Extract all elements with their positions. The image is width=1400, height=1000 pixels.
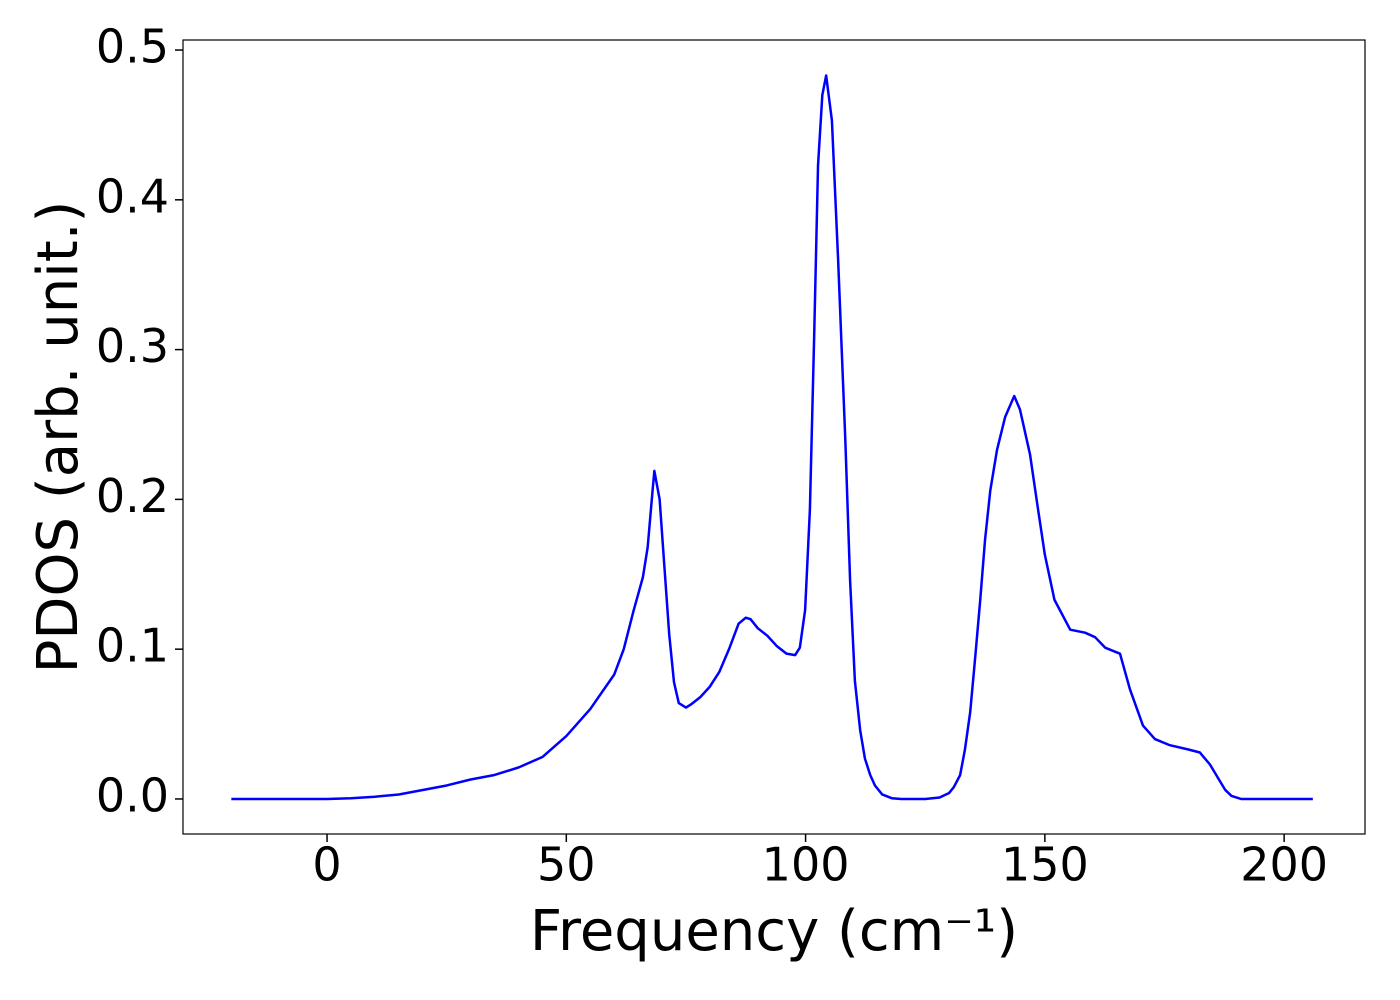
y-axis-label: PDOS (arb. unit.) xyxy=(26,201,91,674)
x-axis-label: Frequency (cm⁻¹) xyxy=(530,899,1018,964)
y-tick-label: 0.5 xyxy=(96,20,169,74)
x-tick-label: 150 xyxy=(1001,838,1089,892)
x-tick-label: 50 xyxy=(537,838,596,892)
x-tick-label: 100 xyxy=(762,838,850,892)
data-line xyxy=(231,74,1313,801)
y-tick-label: 0.0 xyxy=(96,768,169,822)
plot-frame xyxy=(182,39,1366,835)
y-tick-label: 0.4 xyxy=(96,169,169,223)
y-tick-label: 0.3 xyxy=(96,319,169,373)
x-tick-label: 200 xyxy=(1240,838,1328,892)
y-tick-label: 0.1 xyxy=(96,619,169,673)
y-tick-label: 0.2 xyxy=(96,469,169,523)
x-tick-label: 0 xyxy=(312,838,341,892)
